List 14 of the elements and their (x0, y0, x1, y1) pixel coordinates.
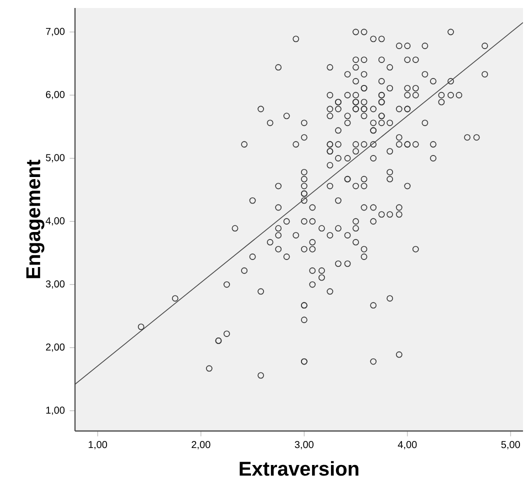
y-tick-label: 4,00 (46, 217, 65, 226)
y-tick-label: 7,00 (46, 28, 65, 36)
x-tick-label: 1,00 (88, 441, 108, 450)
x-tick-label: 5,00 (501, 441, 520, 450)
x-tick-label: 2,00 (192, 441, 210, 450)
y-tick-label: 2,00 (46, 344, 65, 352)
y-tick-label: 3,00 (46, 280, 65, 289)
y-tick-label: 1,00 (46, 406, 65, 415)
x-axis-title: Extraversion (240, 461, 358, 476)
y-tick-label: 6,00 (46, 90, 65, 100)
x-tick-label: 4,00 (398, 441, 417, 450)
y-tick-label: 5,00 (46, 154, 65, 162)
y-axis-title: Engagement (26, 160, 44, 278)
x-tick-label: 3,00 (294, 441, 314, 450)
